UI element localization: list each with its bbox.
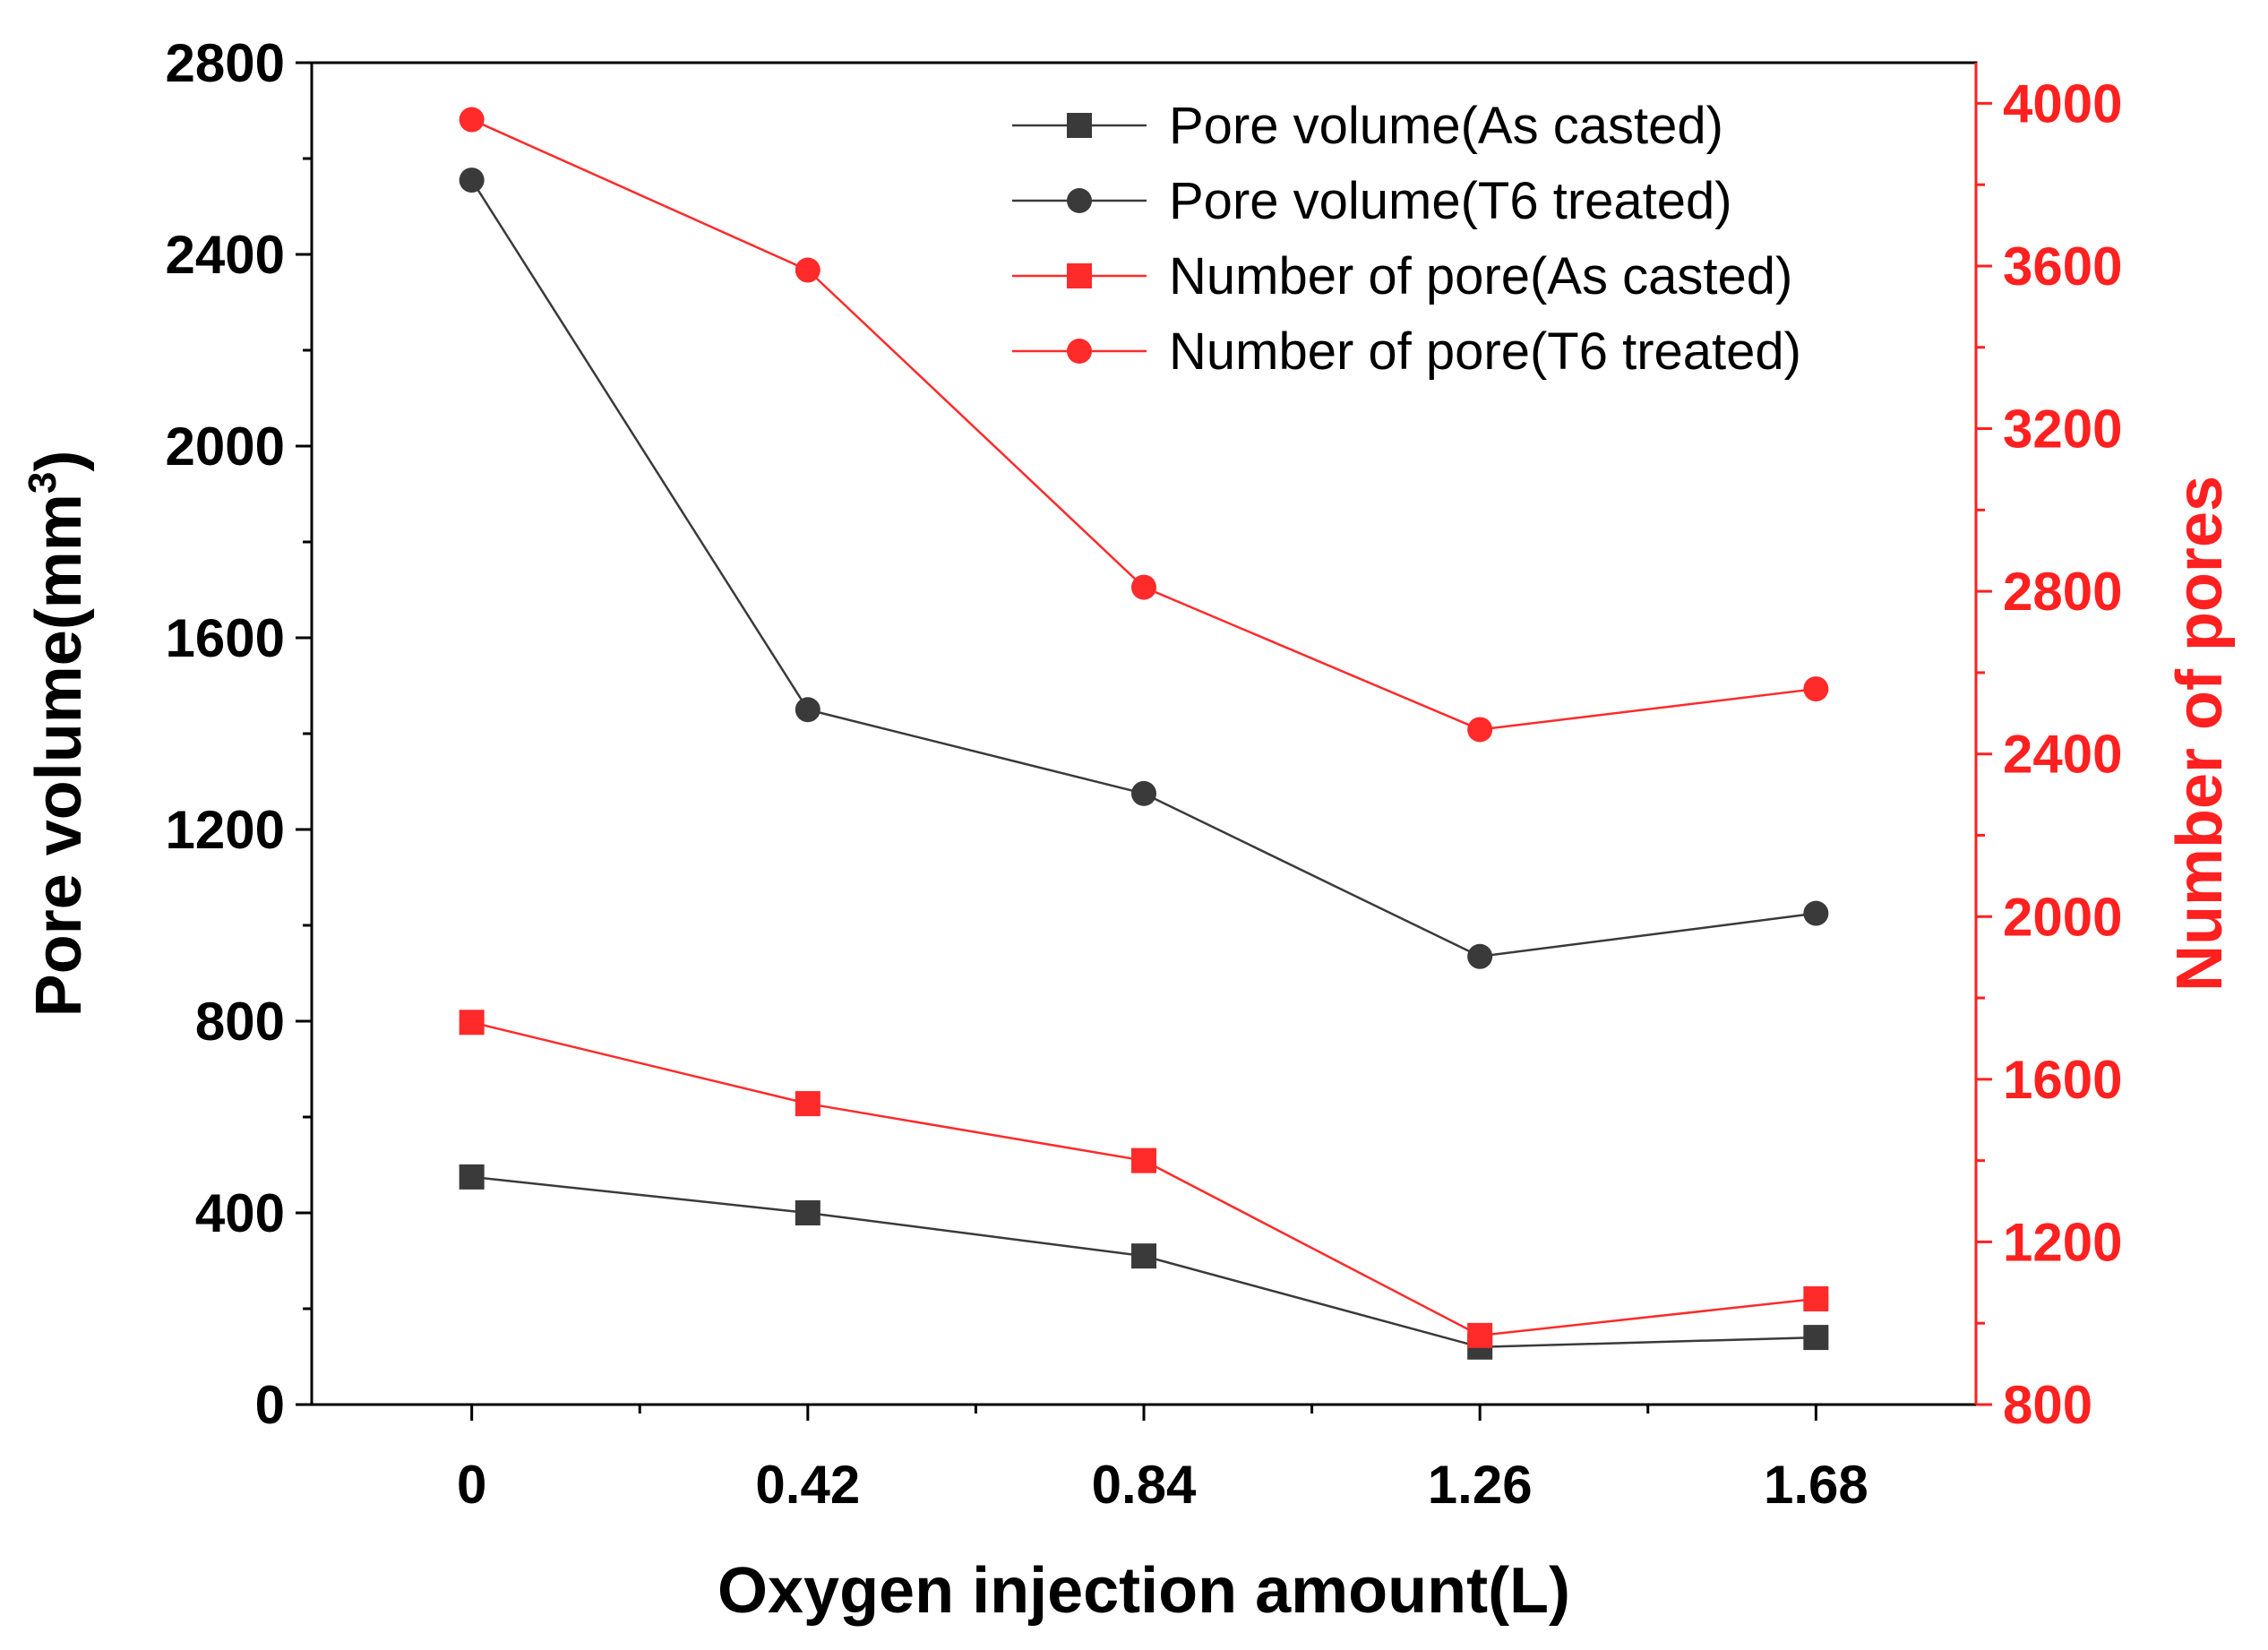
y-right-tick-label: 4000 <box>2003 73 2122 133</box>
legend-item: Number of pore(T6 treated) <box>1012 322 1801 381</box>
x-tick-label: 1.68 <box>1764 1455 1869 1515</box>
data-point <box>459 1010 485 1036</box>
y-axis-left-title-superscript: 3 <box>21 472 64 494</box>
y-right-tick-label: 2400 <box>2003 725 2122 785</box>
series-line <box>471 1021 1817 1337</box>
legend-marker <box>1067 263 1092 288</box>
data-point <box>1131 780 1156 806</box>
x-tick-label: 1.26 <box>1428 1455 1533 1515</box>
y-right-tick-label: 1600 <box>2003 1050 2122 1110</box>
y-left-tick-label: 400 <box>195 1183 285 1243</box>
data-point <box>1131 1147 1156 1173</box>
legend-label: Pore volume(T6 treated) <box>1169 172 1732 230</box>
y-right-tick-label: 1200 <box>2003 1212 2122 1272</box>
series-2 <box>459 1010 1829 1348</box>
y-left-tick-label: 1600 <box>166 608 285 668</box>
y-right-tick-label: 3600 <box>2003 236 2122 296</box>
ticks-layer: 0 400 800 1200 1600 2000 2400 2800 800 1200 1600 20… <box>166 33 2123 1515</box>
y-right-tick-label: 2000 <box>2003 887 2122 947</box>
legend-marker <box>1067 113 1092 138</box>
x-tick-label: 0.42 <box>755 1455 860 1515</box>
y-axis-left-title: Pore volume(mm3) <box>21 451 95 1018</box>
data-point <box>1803 1325 1829 1351</box>
data-point <box>459 168 485 193</box>
series-layer <box>459 107 1829 1360</box>
y-right-tick-label: 3200 <box>2003 400 2122 460</box>
data-point <box>1803 900 1829 926</box>
legend: Pore volume(As casted) Pore volume(T6 tre… <box>1012 97 1801 381</box>
data-point <box>1803 1285 1829 1311</box>
data-point <box>459 107 485 133</box>
y-axis-left-title-main: Pore volume(mm <box>23 494 95 1017</box>
y-axis-right-title: Number of pores <box>2164 476 2236 992</box>
data-point <box>795 697 820 723</box>
legend-item: Number of pore(As casted) <box>1012 247 1792 305</box>
y-axis-left-title-close: ) <box>23 451 95 472</box>
series-3 <box>459 107 1829 743</box>
data-point <box>1131 1243 1156 1269</box>
data-point <box>795 1091 820 1117</box>
data-point <box>1467 717 1493 743</box>
data-point <box>1131 574 1156 600</box>
series-1 <box>459 168 1829 969</box>
data-point <box>795 1200 820 1225</box>
data-point <box>459 1164 485 1190</box>
y-left-tick-label: 2800 <box>166 33 285 93</box>
data-point <box>1467 1322 1493 1348</box>
legend-label: Number of pore(T6 treated) <box>1169 322 1801 381</box>
y-left-tick-label: 2000 <box>166 417 285 477</box>
legend-marker <box>1067 188 1092 213</box>
legend-marker <box>1067 339 1092 364</box>
y-left-tick-label: 800 <box>195 992 285 1052</box>
legend-item: Pore volume(T6 treated) <box>1012 172 1732 230</box>
y-left-tick-label: 2400 <box>166 225 285 285</box>
data-point <box>1467 943 1493 969</box>
legend-item: Pore volume(As casted) <box>1012 97 1723 155</box>
legend-label: Number of pore(As casted) <box>1169 247 1792 305</box>
y-left-tick-label: 1200 <box>166 800 285 860</box>
data-point <box>1803 676 1829 702</box>
x-tick-label: 0.84 <box>1092 1455 1197 1515</box>
y-right-tick-label: 800 <box>2003 1375 2092 1435</box>
y-right-tick-label: 2800 <box>2003 562 2122 622</box>
legend-label: Pore volume(As casted) <box>1169 97 1723 155</box>
x-tick-label: 0 <box>457 1455 486 1515</box>
y-left-tick-label: 0 <box>255 1375 285 1435</box>
x-axis-title: Oxygen injection amount(L) <box>717 1555 1570 1627</box>
series-0 <box>459 1164 1829 1360</box>
data-point <box>795 257 820 283</box>
